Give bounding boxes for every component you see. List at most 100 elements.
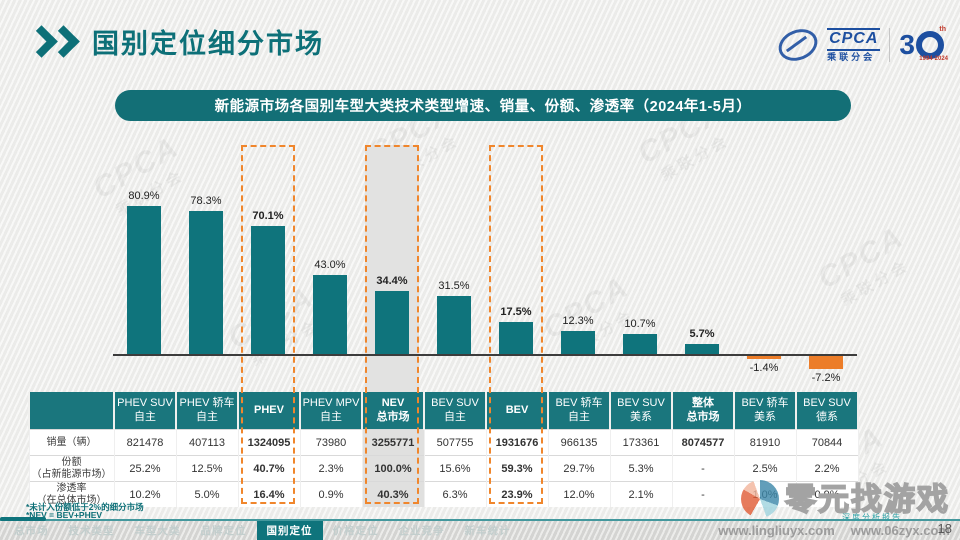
table-cell: 12.0% bbox=[547, 481, 611, 507]
bar bbox=[685, 343, 719, 354]
bar-value-label: 31.5% bbox=[438, 280, 470, 293]
site-brand-text: 零元找游戏 bbox=[784, 481, 950, 517]
table-corner-cell bbox=[28, 392, 115, 430]
nav-tab-4[interactable]: 品牌定位 bbox=[200, 525, 247, 537]
anniversary-ring-icon bbox=[916, 31, 944, 59]
bar bbox=[251, 225, 285, 354]
nav-tab-2[interactable]: 技术类型 bbox=[68, 525, 115, 537]
cpca-name: 乘联分会 bbox=[827, 51, 876, 62]
table-header-cell: BEV SUV 德系 bbox=[795, 392, 859, 430]
table-header-cell: BEV SUV 自主 bbox=[423, 392, 487, 430]
table-cell: 2.2% bbox=[795, 455, 859, 482]
table-cell: 407113 bbox=[175, 429, 239, 456]
nav-tab-5[interactable]: 国别定位 bbox=[256, 521, 323, 540]
chart-title-banner: 新能源市场各国别车型大类技术类型增速、销量、份额、渗透率（2024年1-5月） bbox=[115, 90, 851, 121]
table-header-cell: BEV 轿车 自主 bbox=[547, 392, 611, 430]
table-cell: 40.7% bbox=[237, 455, 301, 482]
bar-value-label: 34.4% bbox=[376, 275, 408, 288]
site-tagline: 深度分析报告 bbox=[842, 513, 902, 522]
bar-value-label: 43.0% bbox=[314, 259, 346, 272]
site-urls: www.lingliuyx.com www.06zyx.com bbox=[718, 523, 950, 538]
bar-value-label: 80.9% bbox=[128, 189, 160, 202]
nav-tab-1[interactable]: 总市场 bbox=[14, 525, 49, 537]
nav-tab-3[interactable]: 车型大类 bbox=[134, 525, 181, 537]
table-cell: 81910 bbox=[733, 429, 797, 456]
x-axis-line bbox=[113, 354, 857, 356]
table-cell: 59.3% bbox=[485, 455, 549, 482]
cpca-swoosh-icon bbox=[773, 23, 823, 67]
page-title: 国别定位细分市场 bbox=[92, 29, 324, 59]
table-cell: 0.9% bbox=[299, 481, 363, 507]
site-logo-swirl-icon bbox=[741, 480, 779, 518]
bar bbox=[623, 334, 657, 354]
table-cell: 173361 bbox=[609, 429, 673, 456]
bar bbox=[437, 296, 471, 354]
table-header-cell: NEV 总市场 bbox=[361, 392, 425, 430]
anniversary-number: 3 bbox=[899, 29, 915, 60]
bar bbox=[313, 275, 347, 354]
table-cell: 6.3% bbox=[423, 481, 487, 507]
table-header-cell: PHEV SUV 自主 bbox=[113, 392, 177, 430]
table-cell: 8074577 bbox=[671, 429, 735, 456]
bar-value-label: 70.1% bbox=[252, 209, 284, 222]
table-header-cell: BEV 轿车 美系 bbox=[733, 392, 797, 430]
table-cell: 966135 bbox=[547, 429, 611, 456]
table-header-cell: BEV SUV 美系 bbox=[609, 392, 673, 430]
site-url[interactable]: www.lingliuyx.com bbox=[718, 523, 835, 538]
bar-value-label: -1.4% bbox=[749, 361, 779, 374]
table-header-cell: PHEV MPV 自主 bbox=[299, 392, 363, 430]
nav-tab-6[interactable]: 价格定位 bbox=[332, 525, 379, 537]
table-cell: 40.3% bbox=[361, 481, 425, 507]
table-cell: 10.2% bbox=[113, 481, 177, 507]
footnote-line: *NEV = BEV+PHEV bbox=[26, 509, 103, 520]
bar bbox=[561, 331, 595, 354]
table-cell: 2.1% bbox=[609, 481, 673, 507]
bar bbox=[747, 356, 781, 359]
nav-tab-8[interactable]: 新车统计 bbox=[464, 525, 511, 537]
table-header-cell: 整体 总市场 bbox=[671, 392, 735, 430]
table-cell: 2.3% bbox=[299, 455, 363, 482]
table-header-cell: BEV bbox=[485, 392, 549, 430]
slide-header: 国别定位细分市场 bbox=[25, 22, 324, 61]
nav-tab-7[interactable]: 企业竞争 bbox=[398, 525, 445, 537]
table-cell: - bbox=[671, 481, 735, 507]
bar bbox=[189, 210, 223, 354]
page-number: 18 bbox=[937, 521, 952, 536]
table-cell: 821478 bbox=[113, 429, 177, 456]
table-cell: 1324095 bbox=[237, 429, 301, 456]
table-header-cell: PHEV bbox=[237, 392, 301, 430]
table-cell: 29.7% bbox=[547, 455, 611, 482]
table-row-label: 渗透率 （在总体市场） bbox=[28, 481, 115, 507]
bar-value-label: 78.3% bbox=[190, 194, 222, 207]
table-cell: 2.5% bbox=[733, 455, 797, 482]
table-cell: 0.9% bbox=[795, 481, 859, 507]
table-cell: 100.0% bbox=[361, 455, 425, 482]
table-cell: 16.4% bbox=[237, 481, 301, 507]
bottom-divider-accent bbox=[0, 517, 46, 521]
bar-value-label: 10.7% bbox=[624, 318, 656, 331]
cpca-acronym: CPCA bbox=[827, 27, 881, 51]
site-watermark: 零元找游戏 深度分析报告 www.lingliuyx.com www.06zyx… bbox=[718, 480, 950, 538]
anniversary-suffix: th bbox=[939, 26, 946, 33]
table-cell: 73980 bbox=[299, 429, 363, 456]
site-url[interactable]: www.06zyx.com bbox=[850, 523, 950, 538]
logo-divider bbox=[889, 28, 891, 62]
table-cell: 12.5% bbox=[175, 455, 239, 482]
bar bbox=[809, 356, 843, 370]
table-cell: 70844 bbox=[795, 429, 859, 456]
bar-value-label: 5.7% bbox=[689, 327, 715, 340]
footnotes: *未计入份额低于2%的细分市场 *NEV = BEV+PHEV bbox=[26, 503, 144, 520]
bar-value-label: -7.2% bbox=[811, 372, 841, 385]
table-cell: 5.3% bbox=[609, 455, 673, 482]
table-cell: - bbox=[671, 455, 735, 482]
bar bbox=[127, 205, 161, 354]
table-cell: 507755 bbox=[423, 429, 487, 456]
table-header-cell: PHEV 轿车 自主 bbox=[175, 392, 239, 430]
bar bbox=[499, 321, 533, 354]
bottom-nav-bar: 总市场 技术类型 车型大类 品牌定位 国别定位 价格定位 企业竞争 新车统计 bbox=[0, 521, 960, 540]
table-cell: 1931676 bbox=[485, 429, 549, 456]
bar bbox=[375, 291, 409, 354]
table-row: 销量（辆） 821478 407113 1324095 73980 3255771 5077… bbox=[28, 429, 859, 456]
